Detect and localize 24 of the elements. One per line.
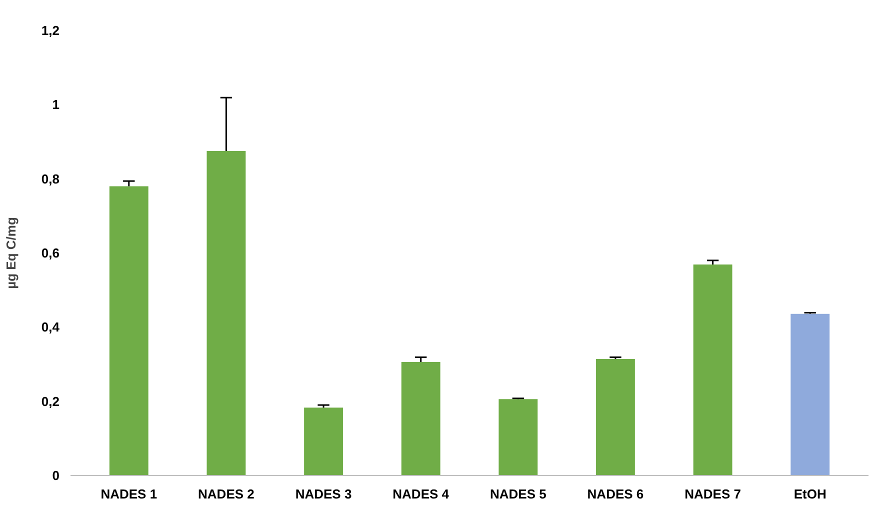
- x-tick-label: NADES 6: [587, 486, 644, 502]
- x-tick-label: NADES 5: [490, 486, 546, 502]
- y-tick-label: 0,6: [41, 246, 60, 260]
- x-tick-label: NADES 7: [684, 486, 741, 502]
- bar: [109, 186, 148, 476]
- x-tick-label: NADES 2: [198, 486, 254, 502]
- bar: [596, 359, 635, 476]
- y-tick-label: 0: [52, 468, 60, 483]
- bar: [304, 408, 343, 476]
- y-tick-label: 0,2: [41, 394, 60, 409]
- x-tick-label: NADES 4: [392, 486, 450, 502]
- bar: [790, 314, 830, 476]
- y-tick-label: 1,2: [41, 23, 60, 38]
- x-tick-label: NADES 3: [295, 486, 352, 502]
- x-tick-label: NADES 1: [100, 486, 158, 502]
- bar: [206, 151, 246, 476]
- bar: [498, 399, 538, 476]
- y-tick-label: 1: [52, 97, 60, 112]
- y-tick-label: 0,8: [41, 171, 60, 186]
- y-axis-title: µg Eq C/mg: [3, 217, 18, 289]
- bar: [401, 362, 440, 476]
- x-tick-label: EtOH: [794, 486, 826, 502]
- bar: [693, 264, 732, 476]
- y-tick-label: 0,4: [41, 320, 60, 335]
